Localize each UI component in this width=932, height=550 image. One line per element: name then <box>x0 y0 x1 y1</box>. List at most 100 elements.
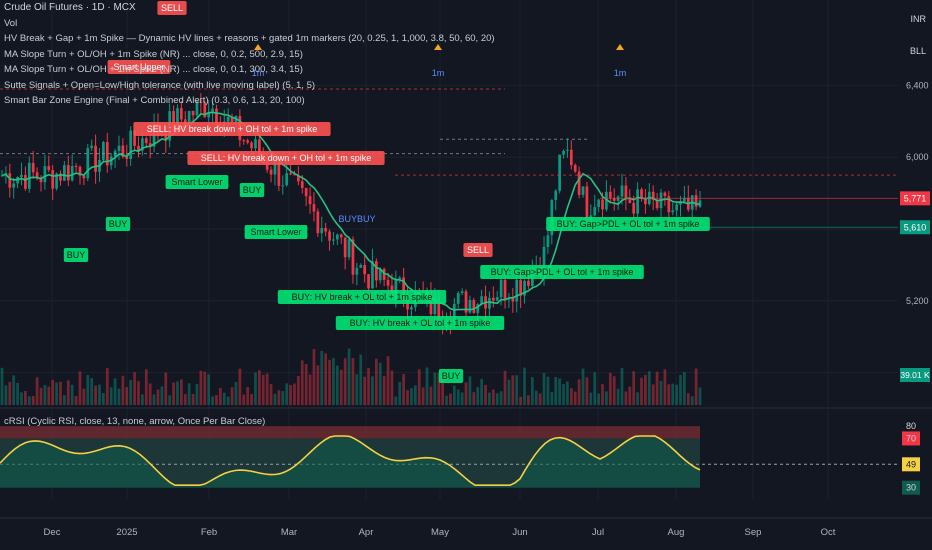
time-tick-label: May <box>431 527 449 538</box>
volume-bar <box>566 381 569 405</box>
signal-box <box>480 265 644 279</box>
volume-bar <box>406 390 409 405</box>
candle-body <box>55 173 58 189</box>
candle-body <box>144 138 148 144</box>
candle-body <box>476 304 480 313</box>
candle-body <box>180 108 183 120</box>
price-badge-label: 5,610 <box>904 222 927 232</box>
volume-bar <box>636 392 639 405</box>
candle-body <box>90 145 94 149</box>
indicator-1[interactable]: HV Break + Gap + 1m Spike — Dynamic HV l… <box>4 33 495 44</box>
candle-body <box>125 156 129 159</box>
rsi-legend[interactable]: cRSI (Cyclic RSI, close, 13, none, arrow… <box>4 416 266 427</box>
volume-bar <box>31 395 35 405</box>
signal-label: BUY <box>243 185 262 195</box>
volume-bar <box>417 369 421 405</box>
volume-bar <box>355 374 359 405</box>
volume-bar <box>499 391 503 405</box>
volume-bar <box>491 389 495 405</box>
volume-bar <box>215 395 218 405</box>
candle-body <box>546 235 550 247</box>
candle-body <box>558 154 561 191</box>
candle-body <box>129 130 133 159</box>
candle-body <box>24 174 27 189</box>
volume-bar <box>144 369 148 405</box>
candle-body <box>402 277 405 300</box>
signal-label: BUY <box>67 250 86 260</box>
volume-bar <box>246 387 250 405</box>
volume-bar <box>343 358 347 405</box>
candle-body <box>363 265 367 275</box>
candle-body <box>519 280 522 296</box>
candle-body <box>332 239 335 241</box>
volume-bar <box>460 392 464 405</box>
candle-body <box>215 108 218 125</box>
unit-label[interactable]: BLL <box>909 46 926 56</box>
candle-body <box>554 190 558 201</box>
volume-bar <box>589 392 593 405</box>
volume-bar <box>207 374 211 405</box>
candle-body <box>141 138 144 151</box>
candle-body <box>273 162 277 175</box>
volume-bar <box>160 386 164 405</box>
candle-body <box>503 279 507 300</box>
grid <box>0 0 932 519</box>
marker-label: 1m <box>432 68 445 78</box>
rsi-tick-label: 70 <box>906 433 916 443</box>
candle-body <box>585 186 589 220</box>
volume-bar <box>117 388 121 405</box>
volume-bar <box>394 396 398 405</box>
price-badge <box>900 220 930 235</box>
currency-label[interactable]: INR <box>910 14 927 24</box>
volume-bar <box>620 367 624 405</box>
candle-body <box>644 197 647 205</box>
volume-bar <box>437 372 441 405</box>
candle-body <box>367 274 370 289</box>
volume-bar <box>70 384 74 405</box>
symbol-title[interactable]: Crude Oil Futures · 1D · MCX <box>4 2 136 13</box>
indicator-3[interactable]: MA Slope Turn + OL/OH + 1m Spike (NR) ..… <box>4 64 303 75</box>
candle-body <box>133 130 136 146</box>
indicator-4[interactable]: Sutte Signals + Open=Low/High tolerance … <box>4 79 316 91</box>
volume-bar <box>488 392 491 405</box>
rsi-line <box>0 435 701 486</box>
candle-body <box>226 116 230 122</box>
vol-label[interactable]: Vol <box>4 17 18 29</box>
candle-body <box>671 210 675 213</box>
candle-body <box>495 297 499 301</box>
candle-body <box>679 201 682 205</box>
signal-label: Smart Lower <box>171 177 222 187</box>
signal-box <box>157 1 187 15</box>
signal-label: Smart Lower <box>250 227 301 237</box>
volume-bar <box>191 394 195 405</box>
signal-label: BUY: HV break + OL tol + 1m spike <box>350 318 491 328</box>
volume-bar <box>675 384 678 405</box>
candle-body <box>460 291 464 294</box>
signal-box <box>239 183 265 197</box>
volume-bar <box>667 384 671 405</box>
marker-triangle <box>254 44 262 50</box>
candle-body <box>406 299 409 310</box>
candle-body <box>254 139 257 149</box>
volume-bar <box>581 368 585 405</box>
signal-box <box>187 151 385 165</box>
candle-body <box>378 268 382 281</box>
candle-body <box>39 178 43 183</box>
candle-body <box>683 197 686 202</box>
volume-bar <box>433 372 437 405</box>
volume-bar <box>230 387 234 405</box>
volume-bar <box>367 368 370 405</box>
candle-body <box>105 142 109 166</box>
signal-label: SELL: HV break down + OH tol + 1m spike <box>201 153 372 163</box>
volume-bar <box>148 383 152 405</box>
volume-bar <box>698 387 702 405</box>
volume-bar <box>199 370 203 405</box>
indicator-5[interactable]: Smart Bar Zone Engine (Final + Combined … <box>4 95 305 106</box>
volume-bar <box>24 390 27 405</box>
volume-bar <box>39 387 43 405</box>
volume-bar <box>254 372 257 405</box>
indicator-2[interactable]: MA Slope Turn + OL/OH + 1m Spike (NR) ..… <box>4 48 303 60</box>
volume-bar <box>523 367 526 405</box>
volume-bar <box>258 370 261 405</box>
